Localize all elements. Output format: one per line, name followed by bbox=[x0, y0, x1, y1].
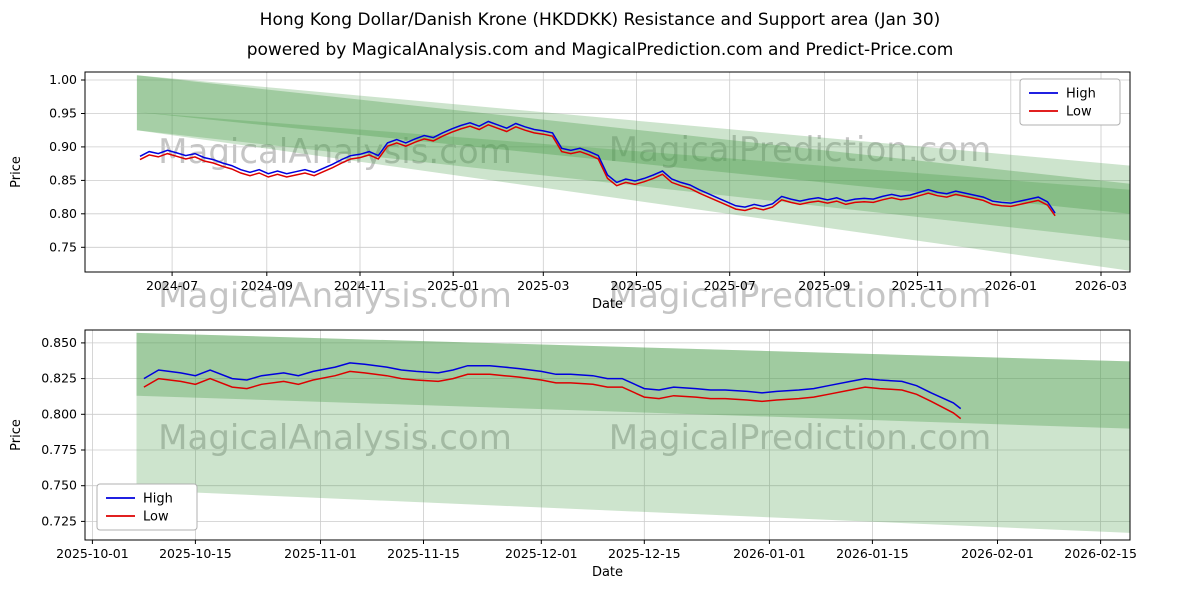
x-axis-label: Date bbox=[592, 565, 623, 580]
x-tick-label: 2024-09 bbox=[241, 278, 293, 293]
y-tick-label: 0.750 bbox=[41, 478, 77, 493]
x-axis-label: Date bbox=[592, 297, 623, 312]
y-tick-label: 0.80 bbox=[49, 206, 77, 221]
y-tick-label: 0.825 bbox=[41, 371, 77, 386]
plot-frame bbox=[84, 329, 1131, 541]
x-tick-label: 2025-11-15 bbox=[387, 546, 460, 561]
support-resistance-band bbox=[136, 75, 1130, 271]
y-tick-label: 0.95 bbox=[49, 106, 77, 121]
y-tick-label: 0.75 bbox=[49, 239, 77, 254]
legend-label: High bbox=[1066, 87, 1096, 102]
x-tick-label: 2025-11-01 bbox=[284, 546, 357, 561]
x-tick-label: 2026-01 bbox=[985, 278, 1037, 293]
high-line bbox=[139, 120, 1056, 214]
x-tick-label: 2025-01 bbox=[427, 278, 479, 293]
high-line bbox=[143, 362, 962, 410]
chart-subtitle: powered by MagicalAnalysis.com and Magic… bbox=[246, 40, 954, 60]
low-line bbox=[143, 370, 962, 420]
y-tick-label: 0.725 bbox=[41, 513, 77, 528]
x-tick-label: 2025-03 bbox=[517, 278, 569, 293]
legend-box bbox=[96, 483, 198, 531]
x-tick-label: 2025-09 bbox=[798, 278, 850, 293]
legend-label: Low bbox=[143, 510, 169, 525]
chart-title: Hong Kong Dollar/Danish Krone (HKDDKK) R… bbox=[259, 10, 941, 30]
x-tick-label: 2026-01-15 bbox=[836, 546, 909, 561]
x-tick-label: 2024-07 bbox=[146, 278, 198, 293]
zoom-price-chart: 2025-10-01 2025-10-15 2025-11-01 2025-11-15… bbox=[9, 329, 1137, 580]
x-tick-label: 2026-02-01 bbox=[961, 546, 1034, 561]
x-tick-label: 2026-03 bbox=[1075, 278, 1127, 293]
legend-label: Low bbox=[1066, 105, 1092, 120]
low-line bbox=[139, 123, 1056, 217]
support-resistance-band bbox=[136, 332, 1130, 533]
y-axis-label: Price bbox=[9, 419, 24, 451]
support-resistance-band bbox=[136, 112, 1130, 241]
y-tick-label: 0.850 bbox=[41, 335, 77, 350]
support-resistance-band bbox=[136, 75, 1130, 214]
y-tick-label: 0.800 bbox=[41, 406, 77, 421]
x-tick-label: 2025-12-01 bbox=[505, 546, 578, 561]
x-tick-label: 2025-10-01 bbox=[56, 546, 129, 561]
x-tick-label: 2024-11 bbox=[334, 278, 386, 293]
y-tick-label: 0.775 bbox=[41, 442, 77, 457]
y-axis-label: Price bbox=[9, 156, 24, 188]
x-tick-label: 2025-05 bbox=[610, 278, 662, 293]
plot-frame bbox=[84, 71, 1131, 273]
x-tick-label: 2026-01-01 bbox=[733, 546, 806, 561]
support-resistance-band bbox=[136, 332, 1130, 429]
x-tick-label: 2026-02-15 bbox=[1064, 546, 1137, 561]
y-tick-label: 0.90 bbox=[49, 139, 77, 154]
legend-label: High bbox=[143, 492, 173, 507]
x-tick-label: 2025-12-15 bbox=[608, 546, 681, 561]
main-price-chart: 2024-07 2024-09 2024-11 2025-01 2025-03 2025-… bbox=[9, 71, 1131, 312]
y-tick-label: 0.85 bbox=[49, 172, 77, 187]
legend-box bbox=[1019, 78, 1121, 126]
x-tick-label: 2025-07 bbox=[704, 278, 756, 293]
y-tick-label: 1.00 bbox=[49, 72, 77, 87]
x-tick-label: 2025-10-15 bbox=[159, 546, 232, 561]
x-tick-label: 2025-11 bbox=[891, 278, 943, 293]
